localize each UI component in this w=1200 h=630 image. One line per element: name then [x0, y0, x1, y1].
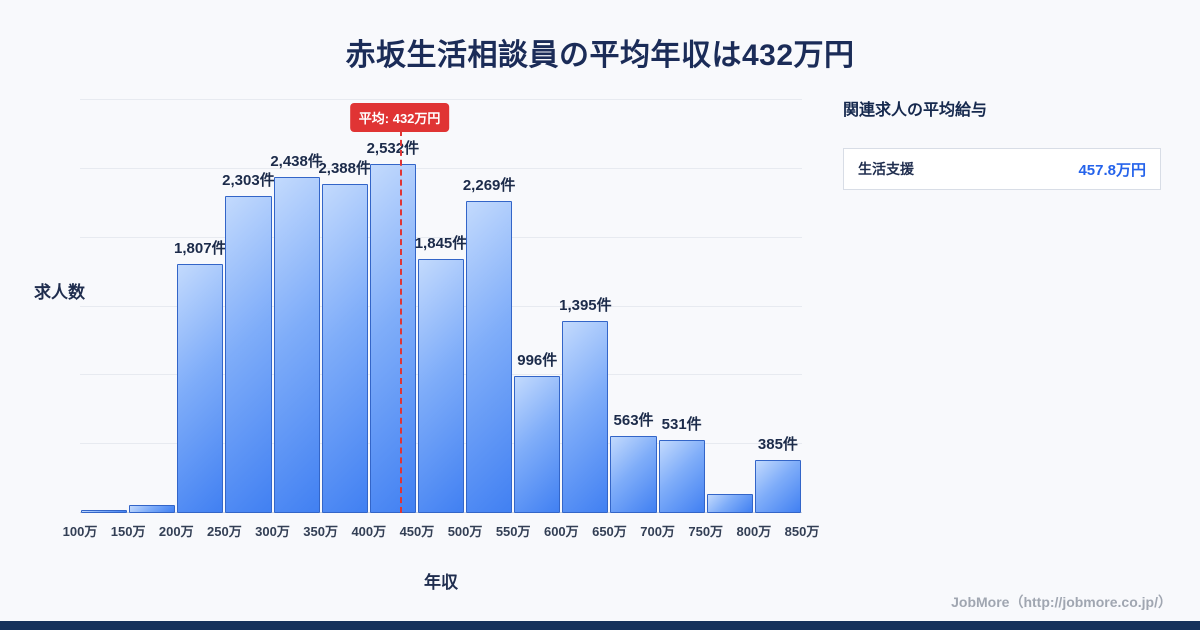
- histogram-bar: [417, 259, 465, 513]
- bar-value-label: 2,438件: [270, 153, 323, 171]
- x-tick-label: 800万: [736, 524, 772, 539]
- histogram-bar: [273, 177, 320, 513]
- x-tick-label: 550万: [495, 524, 531, 539]
- gridline: [80, 236, 802, 238]
- x-tick-label: 150万: [110, 524, 146, 539]
- bar-value-label: 1,395件: [559, 296, 612, 314]
- bar-value-label: 996件: [517, 351, 558, 369]
- histogram-bar: [514, 375, 561, 513]
- histogram-bar: [129, 505, 176, 513]
- x-tick-label: 600万: [543, 524, 579, 539]
- histogram-bar: [706, 493, 753, 513]
- x-tick-label: 250万: [207, 524, 242, 539]
- x-tick-label: 700万: [640, 524, 675, 539]
- bar-value-label: 531件: [661, 415, 702, 433]
- related-jobs-panel-title: 関連求人の平均給与: [843, 102, 988, 119]
- histogram-bar: [369, 164, 416, 513]
- histogram-bar: [225, 195, 272, 513]
- bar-value-label: 1,807件: [174, 240, 227, 258]
- histogram-bar: [658, 439, 705, 513]
- histogram-plot-area: 1,807件 2,303件 2,438件 2,388件 2,532件 1,845件 2,26…: [80, 99, 802, 513]
- bar-value-label: 2,303件: [222, 171, 275, 189]
- bar-value-label: 1,845件: [414, 235, 468, 253]
- average-line: [399, 130, 402, 513]
- x-tick-label: 100万: [62, 524, 98, 539]
- x-tick-label: 300万: [255, 524, 290, 539]
- histogram-bar: [321, 184, 368, 513]
- x-tick-label: 200万: [158, 524, 194, 539]
- gridline: [80, 167, 802, 169]
- bottom-accent-bar: [0, 621, 1200, 630]
- histogram-bar: [177, 264, 224, 513]
- histogram-bar: [81, 509, 128, 513]
- related-job-name: 生活支援: [858, 161, 914, 177]
- histogram-bar: [562, 320, 609, 513]
- page-title: 赤坂生活相談員の平均年収は432万円: [345, 39, 855, 72]
- x-tick-label: 400万: [351, 524, 387, 539]
- bar-value-label: 385件: [757, 436, 798, 453]
- bar-value-label: 2,388件: [318, 160, 371, 178]
- bar-value-label: 2,532件: [366, 140, 420, 158]
- histogram-bar: [466, 200, 513, 513]
- bar-value-label: 2,269件: [462, 176, 516, 194]
- x-tick-label: 750万: [688, 524, 724, 539]
- histogram-bar: [754, 460, 801, 513]
- average-badge: 平均: 432万円: [349, 103, 450, 132]
- related-job-row: 生活支援 457.8万円: [843, 148, 1161, 190]
- histogram-bar: [610, 435, 657, 513]
- related-job-salary: 457.8万円: [1078, 161, 1146, 179]
- source-credit: JobMore（http://jobmore.co.jp/）: [951, 594, 1172, 610]
- y-axis-label: 求人数: [34, 283, 85, 302]
- bar-value-label: 563件: [613, 411, 654, 429]
- x-tick-label: 450万: [399, 524, 435, 539]
- x-axis-label: 年収: [424, 573, 458, 592]
- x-tick-label: 850万: [784, 524, 820, 539]
- gridline: [80, 99, 802, 100]
- x-tick-label: 350万: [303, 524, 338, 539]
- x-tick-label: 650万: [592, 524, 627, 539]
- x-tick-label: 500万: [447, 524, 483, 539]
